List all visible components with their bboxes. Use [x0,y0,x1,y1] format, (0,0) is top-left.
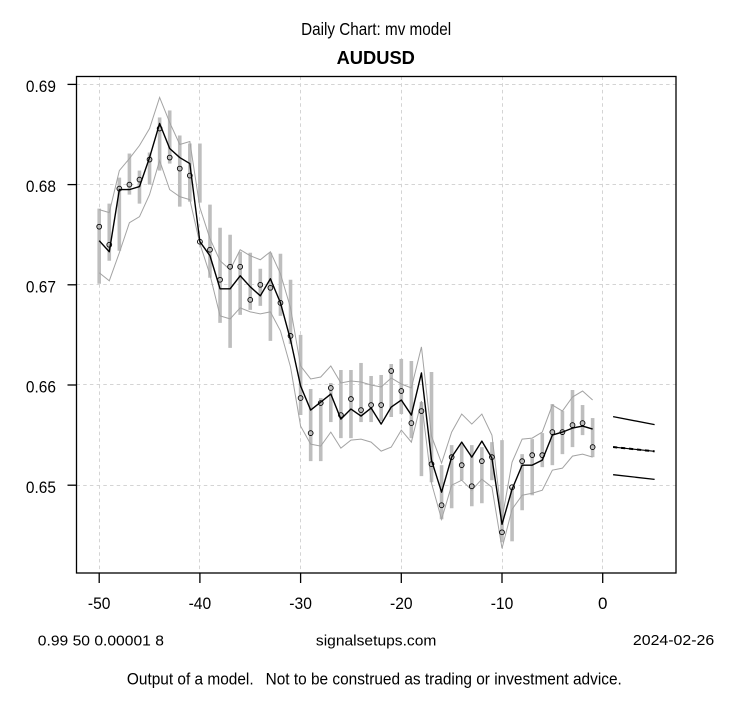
svg-text:0.65: 0.65 [26,478,56,497]
svg-text:-10: -10 [491,594,514,613]
svg-text:0: 0 [598,594,607,613]
svg-text:0.66: 0.66 [26,378,56,397]
svg-text:-20: -20 [390,594,413,613]
svg-text:0.99 50 0.00001 8: 0.99 50 0.00001 8 [38,633,164,650]
svg-text:-40: -40 [189,594,212,613]
svg-text:signalsetups.com: signalsetups.com [316,633,437,650]
svg-text:0.68: 0.68 [26,177,56,196]
svg-text:-50: -50 [88,594,111,613]
svg-text:2024-02-26: 2024-02-26 [633,632,714,649]
svg-text:-30: -30 [289,594,312,613]
svg-text:AUDUSD: AUDUSD [337,48,415,68]
svg-text:Output of a model. Not to be: Output of a model. Not to be construed a… [127,671,622,689]
svg-text:Daily Chart: mv model: Daily Chart: mv model [301,19,451,39]
svg-text:0.67: 0.67 [26,277,56,296]
svg-text:0.69: 0.69 [26,77,56,96]
